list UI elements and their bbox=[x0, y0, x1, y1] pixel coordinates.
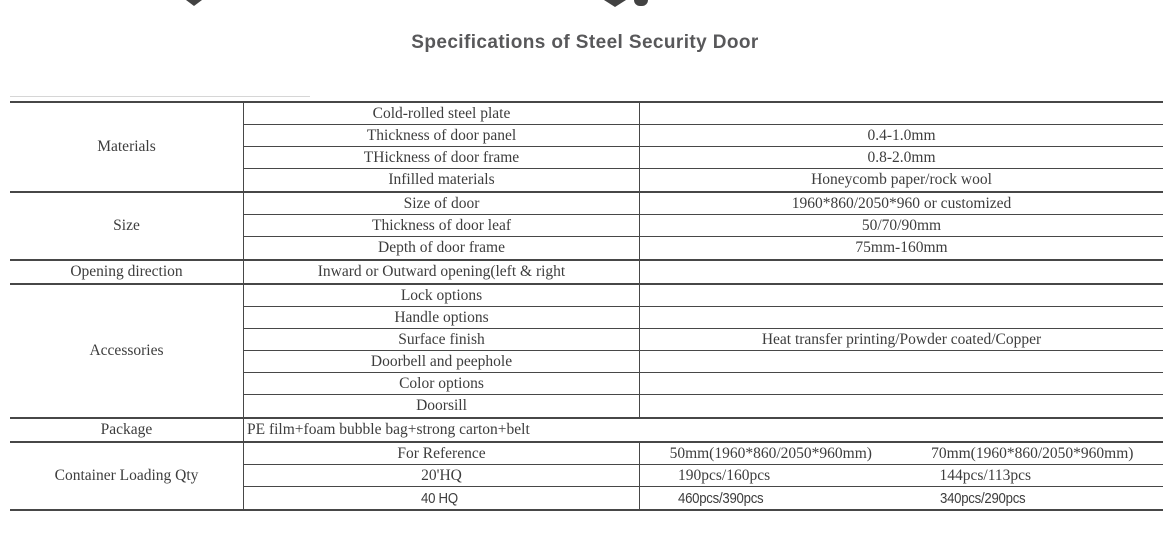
table-row: Thickness of door panel 0.4-1.0mm bbox=[244, 125, 1163, 147]
table-row: For Reference 50mm(1960*860/2050*960mm) … bbox=[244, 443, 1163, 465]
table-row: Depth of door frame 75mm-160mm bbox=[244, 237, 1163, 259]
spec-item-cell: Cold-rolled steel plate bbox=[244, 103, 640, 124]
value-50mm-variant: 50mm(1960*860/2050*960mm) bbox=[669, 444, 872, 462]
spec-item-cell: Infilled materials bbox=[244, 169, 640, 191]
spec-item-cell: THickness of door frame bbox=[244, 147, 640, 168]
spec-item-cell: For Reference bbox=[244, 443, 640, 464]
section-label-package: Package bbox=[10, 419, 244, 441]
qty-40hq-70mm: 340pcs/290pcs bbox=[939, 489, 1026, 507]
table-row: Color options bbox=[244, 373, 1163, 395]
table-row: Inward or Outward opening(left & right bbox=[244, 261, 1163, 283]
section-rows: Size of door 1960*860/2050*960 or custom… bbox=[244, 193, 1163, 259]
spec-item-text: 40 HQ bbox=[420, 489, 458, 507]
section-label-container-loading-qty: Container Loading Qty bbox=[10, 443, 244, 509]
spec-item-cell: Thickness of door leaf bbox=[244, 215, 640, 236]
spec-item-cell: Inward or Outward opening(left & right bbox=[244, 261, 640, 283]
divider-artifact bbox=[10, 96, 310, 97]
spec-item-cell: 40 HQ bbox=[244, 487, 640, 509]
section-materials: Materials Cold-rolled steel plate Thickn… bbox=[10, 103, 1163, 193]
spec-item-cell: Surface finish bbox=[244, 329, 640, 350]
table-row: THickness of door frame 0.8-2.0mm bbox=[244, 147, 1163, 169]
table-row: Size of door 1960*860/2050*960 or custom… bbox=[244, 193, 1163, 215]
section-size: Size Size of door 1960*860/2050*960 or c… bbox=[10, 193, 1163, 261]
spec-table: Materials Cold-rolled steel plate Thickn… bbox=[10, 101, 1163, 511]
table-row: Thickness of door leaf 50/70/90mm bbox=[244, 215, 1163, 237]
table-row: Doorbell and peephole bbox=[244, 351, 1163, 373]
spec-value-cell: 190pcs/160pcs 144pcs/113pcs bbox=[640, 465, 1163, 486]
table-row: 20'HQ 190pcs/160pcs 144pcs/113pcs bbox=[244, 465, 1163, 487]
page-title: Specifications of Steel Security Door bbox=[411, 32, 759, 53]
cropped-text-fragment bbox=[634, 0, 648, 6]
spec-value-cell bbox=[640, 307, 1163, 328]
spec-value-cell bbox=[640, 351, 1163, 372]
section-label-size: Size bbox=[10, 193, 244, 259]
table-row: Handle options bbox=[244, 307, 1163, 329]
qty-20hq-70mm: 144pcs/113pcs bbox=[939, 466, 1032, 484]
cropped-text-fragment bbox=[604, 0, 626, 7]
section-rows: For Reference 50mm(1960*860/2050*960mm) … bbox=[244, 443, 1163, 509]
spec-item-cell-merged: PE film+foam bubble bag+strong carton+be… bbox=[247, 421, 530, 438]
section-label-materials: Materials bbox=[10, 103, 244, 191]
section-rows: Inward or Outward opening(left & right bbox=[244, 261, 1163, 283]
spec-item-cell: Doorsill bbox=[244, 395, 640, 417]
table-row: Surface finish Heat transfer printing/Po… bbox=[244, 329, 1163, 351]
section-rows: Cold-rolled steel plate Thickness of doo… bbox=[244, 103, 1163, 191]
spec-item-cell: Lock options bbox=[244, 285, 640, 306]
spec-value-cell bbox=[640, 373, 1163, 394]
spec-value-cell: 50/70/90mm bbox=[861, 216, 942, 234]
table-row: 40 HQ 460pcs/390pcs 340pcs/290pcs bbox=[244, 487, 1163, 509]
section-label-accessories: Accessories bbox=[10, 285, 244, 417]
spec-value-cell bbox=[640, 395, 1163, 417]
spec-value-cell bbox=[640, 261, 1163, 283]
qty-20hq-50mm: 190pcs/160pcs bbox=[678, 466, 771, 484]
section-container-loading-qty: Container Loading Qty For Reference 50mm… bbox=[10, 443, 1163, 511]
spec-value-cell: 0.8-2.0mm bbox=[867, 148, 936, 166]
spec-value-cell: Heat transfer printing/Powder coated/Cop… bbox=[761, 330, 1042, 348]
spec-value-cell: 0.4-1.0mm bbox=[867, 126, 936, 144]
section-rows: Lock options Handle options Surface fini… bbox=[244, 285, 1163, 417]
spec-item-cell: Color options bbox=[244, 373, 640, 394]
section-rows: PE film+foam bubble bag+strong carton+be… bbox=[244, 419, 1163, 441]
spec-item-cell: Doorbell and peephole bbox=[244, 351, 640, 372]
table-row: Cold-rolled steel plate bbox=[244, 103, 1163, 125]
table-row: Infilled materials Honeycomb paper/rock … bbox=[244, 169, 1163, 191]
spec-value-cell: 50mm(1960*860/2050*960mm) 70mm(1960*860/… bbox=[640, 443, 1163, 464]
spec-value-cell bbox=[640, 285, 1163, 306]
spec-item-cell: Depth of door frame bbox=[244, 237, 640, 259]
spec-value-cell: 75mm-160mm bbox=[855, 239, 948, 256]
spec-value-cell: Honeycomb paper/rock wool bbox=[811, 171, 992, 188]
section-label-opening-direction: Opening direction bbox=[10, 261, 244, 283]
table-row: Doorsill bbox=[244, 395, 1163, 417]
section-accessories: Accessories Lock options Handle options … bbox=[10, 285, 1163, 419]
spec-item-cell: Size of door bbox=[244, 193, 640, 214]
table-row: Lock options bbox=[244, 285, 1163, 307]
spec-value-cell: 1960*860/2050*960 or customized bbox=[791, 194, 1012, 212]
spec-item-cell: 20'HQ bbox=[244, 465, 640, 486]
spec-value-cell: 460pcs/390pcs 340pcs/290pcs bbox=[640, 487, 1163, 509]
table-row: PE film+foam bubble bag+strong carton+be… bbox=[244, 419, 1163, 441]
cropped-text-fragment bbox=[186, 0, 202, 6]
value-70mm-variant: 70mm(1960*860/2050*960mm) bbox=[931, 444, 1134, 462]
section-opening-direction: Opening direction Inward or Outward open… bbox=[10, 261, 1163, 285]
section-package: Package PE film+foam bubble bag+strong c… bbox=[10, 419, 1163, 443]
spec-value-cell bbox=[640, 103, 1163, 124]
spec-item-cell: Thickness of door panel bbox=[244, 125, 640, 146]
spec-item-cell: Handle options bbox=[244, 307, 640, 328]
qty-40hq-50mm: 460pcs/390pcs bbox=[678, 489, 764, 507]
